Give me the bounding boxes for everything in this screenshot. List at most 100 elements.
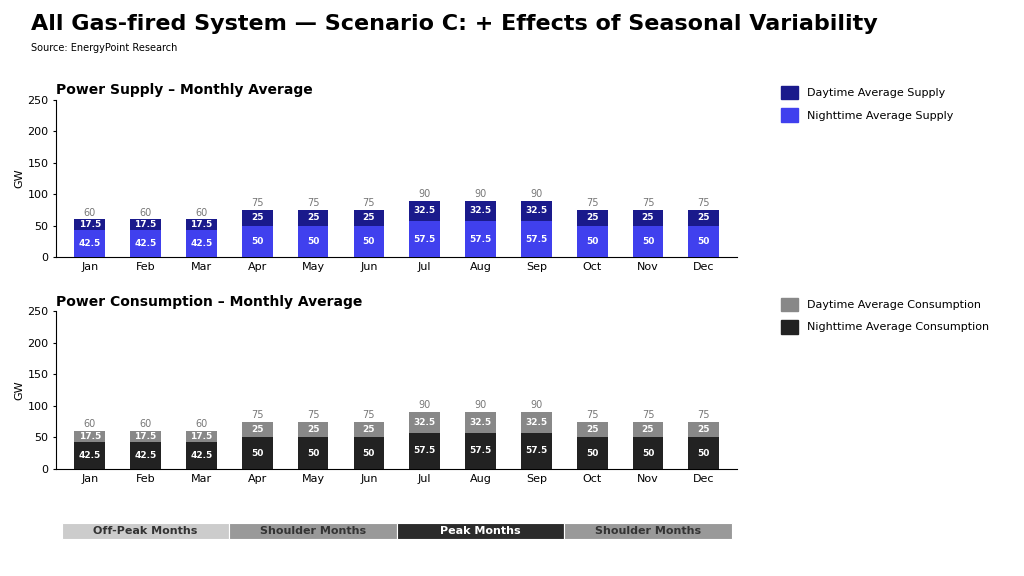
Text: 90: 90 — [419, 400, 431, 410]
Text: 42.5: 42.5 — [190, 451, 213, 460]
Bar — [577, 437, 607, 469]
Text: 32.5: 32.5 — [469, 206, 492, 215]
Bar — [353, 210, 384, 226]
Text: 75: 75 — [586, 410, 598, 420]
Bar — [521, 221, 552, 257]
Bar — [75, 219, 105, 230]
Bar — [521, 200, 552, 221]
Text: 25: 25 — [362, 213, 375, 222]
Bar — [298, 437, 329, 469]
Bar — [688, 422, 719, 437]
Bar — [298, 422, 329, 437]
Text: 60: 60 — [196, 207, 208, 218]
Bar — [75, 442, 105, 469]
Text: 57.5: 57.5 — [469, 234, 492, 244]
Text: 32.5: 32.5 — [414, 206, 436, 215]
Bar — [410, 200, 440, 221]
Text: 60: 60 — [196, 419, 208, 429]
Bar — [410, 433, 440, 469]
Text: 75: 75 — [642, 410, 654, 420]
Text: 25: 25 — [697, 213, 710, 222]
Text: 42.5: 42.5 — [134, 451, 157, 460]
Bar — [186, 219, 217, 230]
Text: 25: 25 — [307, 425, 319, 434]
Bar — [75, 230, 105, 257]
Text: 25: 25 — [362, 425, 375, 434]
Text: 75: 75 — [307, 198, 319, 208]
Bar — [688, 210, 719, 226]
Text: 75: 75 — [586, 198, 598, 208]
Text: 42.5: 42.5 — [190, 240, 213, 248]
Text: 42.5: 42.5 — [79, 451, 101, 460]
Bar — [186, 230, 217, 257]
Bar — [229, 523, 397, 539]
Text: Shoulder Months: Shoulder Months — [595, 526, 701, 536]
Text: 50: 50 — [251, 449, 263, 457]
Y-axis label: GW: GW — [14, 380, 25, 400]
Text: 75: 75 — [251, 410, 263, 420]
Text: 90: 90 — [474, 188, 486, 199]
Bar — [577, 226, 607, 257]
Text: 60: 60 — [139, 207, 152, 218]
Text: Peak Months: Peak Months — [440, 526, 521, 536]
Text: 25: 25 — [586, 213, 598, 222]
Bar — [353, 226, 384, 257]
Text: 50: 50 — [362, 449, 375, 457]
Text: 50: 50 — [251, 237, 263, 246]
Bar — [521, 433, 552, 469]
Text: 17.5: 17.5 — [134, 221, 157, 229]
Text: 50: 50 — [697, 449, 710, 457]
Text: 42.5: 42.5 — [134, 240, 157, 248]
Text: Power Supply – Monthly Average: Power Supply – Monthly Average — [56, 83, 313, 97]
Text: Off-Peak Months: Off-Peak Months — [93, 526, 198, 536]
Bar — [298, 210, 329, 226]
Text: Shoulder Months: Shoulder Months — [260, 526, 367, 536]
Bar — [633, 210, 664, 226]
Text: 17.5: 17.5 — [79, 432, 101, 441]
Text: 50: 50 — [697, 237, 710, 246]
Bar — [688, 437, 719, 469]
Text: 25: 25 — [586, 425, 598, 434]
Text: 90: 90 — [419, 188, 431, 199]
Bar — [130, 431, 161, 442]
Text: 17.5: 17.5 — [190, 432, 213, 441]
Text: 25: 25 — [251, 425, 263, 434]
Bar — [61, 523, 229, 539]
Text: 17.5: 17.5 — [190, 221, 213, 229]
Text: 57.5: 57.5 — [525, 446, 548, 455]
Text: 75: 75 — [697, 198, 710, 208]
Text: 50: 50 — [307, 449, 319, 457]
Bar — [633, 437, 664, 469]
Text: Power Consumption – Monthly Average: Power Consumption – Monthly Average — [56, 295, 362, 309]
Bar — [298, 226, 329, 257]
Text: 50: 50 — [307, 237, 319, 246]
Bar — [633, 226, 664, 257]
Bar — [633, 422, 664, 437]
Text: 60: 60 — [84, 207, 96, 218]
Text: 17.5: 17.5 — [134, 432, 157, 441]
Text: 50: 50 — [586, 449, 598, 457]
Legend: Daytime Average Supply, Nighttime Average Supply: Daytime Average Supply, Nighttime Averag… — [777, 81, 957, 126]
Bar — [186, 431, 217, 442]
Text: 57.5: 57.5 — [414, 446, 436, 455]
Bar — [353, 422, 384, 437]
Bar — [564, 523, 732, 539]
Bar — [410, 221, 440, 257]
Text: 75: 75 — [697, 410, 710, 420]
Bar — [186, 442, 217, 469]
Text: 75: 75 — [251, 198, 263, 208]
Text: 25: 25 — [251, 213, 263, 222]
Text: 42.5: 42.5 — [79, 240, 101, 248]
Bar — [75, 431, 105, 442]
Text: 25: 25 — [642, 425, 654, 434]
Text: 57.5: 57.5 — [469, 446, 492, 455]
Bar — [130, 219, 161, 230]
Bar — [242, 210, 272, 226]
Text: 90: 90 — [530, 188, 543, 199]
Text: 75: 75 — [362, 198, 375, 208]
Text: 50: 50 — [642, 449, 654, 457]
Bar — [465, 433, 496, 469]
Bar — [465, 200, 496, 221]
Bar — [688, 226, 719, 257]
Y-axis label: GW: GW — [14, 169, 25, 188]
